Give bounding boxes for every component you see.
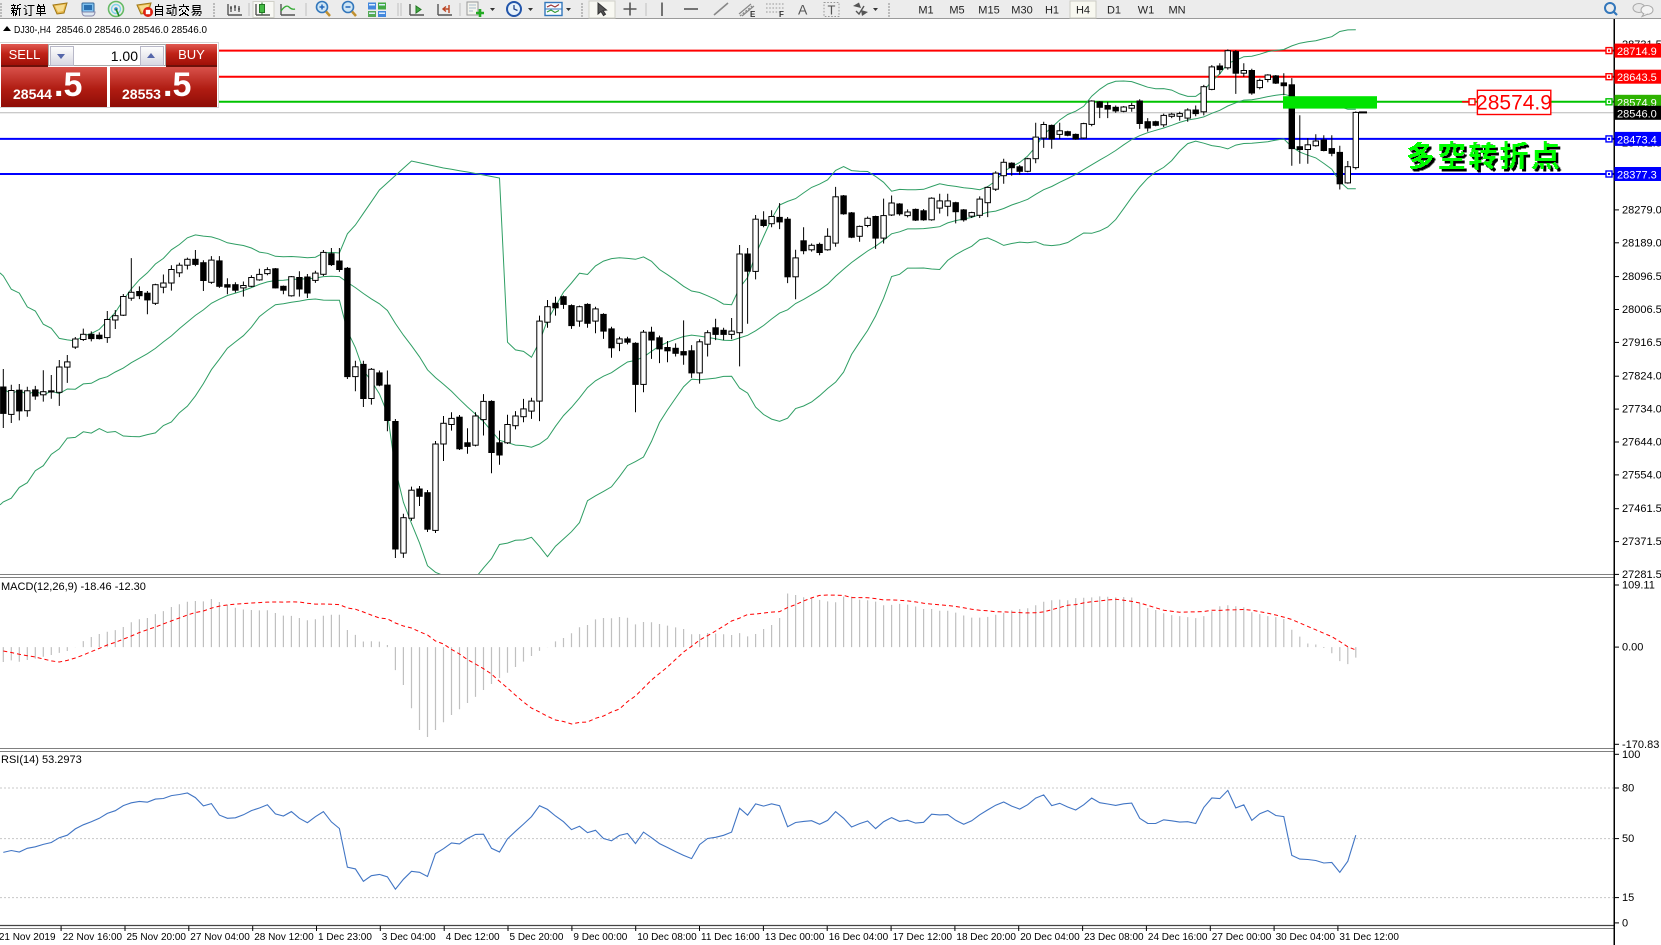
svg-text:25 Nov 20:00: 25 Nov 20:00 [127, 932, 187, 943]
svg-text:28279.0: 28279.0 [1622, 204, 1661, 216]
svg-text:E: E [750, 10, 756, 19]
svg-text:M1: M1 [918, 5, 933, 17]
svg-text:22 Nov 16:00: 22 Nov 16:00 [63, 932, 123, 943]
svg-text:100: 100 [1622, 749, 1640, 761]
svg-text:23 Dec 08:00: 23 Dec 08:00 [1084, 932, 1144, 943]
svg-text:16 Dec 04:00: 16 Dec 04:00 [829, 932, 889, 943]
svg-text:3 Dec 04:00: 3 Dec 04:00 [382, 932, 436, 943]
svg-text:18 Dec 20:00: 18 Dec 20:00 [956, 932, 1016, 943]
svg-text:28 Nov 12:00: 28 Nov 12:00 [254, 932, 314, 943]
svg-text:17 Dec 12:00: 17 Dec 12:00 [893, 932, 953, 943]
svg-text:28714.9: 28714.9 [1617, 46, 1657, 58]
svg-text:A: A [798, 2, 808, 18]
svg-text:0: 0 [1622, 917, 1628, 929]
svg-text:28189.0: 28189.0 [1622, 237, 1661, 249]
svg-text:27 Nov 04:00: 27 Nov 04:00 [190, 932, 250, 943]
svg-text:28574.9: 28574.9 [1476, 92, 1552, 115]
svg-text:24 Dec 16:00: 24 Dec 16:00 [1148, 932, 1208, 943]
svg-text:109.11: 109.11 [1622, 580, 1655, 592]
svg-text:W1: W1 [1138, 5, 1155, 17]
svg-text:0.00: 0.00 [1622, 642, 1643, 654]
svg-text:9 Dec 00:00: 9 Dec 00:00 [573, 932, 627, 943]
svg-text:28006.5: 28006.5 [1622, 304, 1661, 316]
svg-text:RSI(14) 53.2973: RSI(14) 53.2973 [1, 754, 82, 766]
svg-text:27916.5: 27916.5 [1622, 337, 1661, 349]
svg-text:M30: M30 [1011, 5, 1032, 17]
svg-text:15: 15 [1622, 892, 1634, 904]
svg-text:DJ30-,H4: DJ30-,H4 [14, 24, 51, 36]
svg-text:27644.0: 27644.0 [1622, 437, 1661, 449]
svg-text:T: T [828, 3, 836, 18]
svg-text:MACD(12,26,9) -18.46 -12.30: MACD(12,26,9) -18.46 -12.30 [1, 581, 146, 593]
svg-text:27 Dec 00:00: 27 Dec 00:00 [1212, 932, 1272, 943]
svg-text:28546.0 28546.0 28546.0 28546.: 28546.0 28546.0 28546.0 28546.0 [56, 24, 207, 36]
svg-text:13 Dec 00:00: 13 Dec 00:00 [765, 932, 825, 943]
svg-text:28096.5: 28096.5 [1622, 271, 1661, 283]
svg-text:21 Nov 2019: 21 Nov 2019 [0, 932, 56, 943]
svg-text:28473.4: 28473.4 [1617, 134, 1657, 146]
svg-text:27281.5: 27281.5 [1622, 569, 1661, 581]
svg-text:H1: H1 [1045, 5, 1059, 17]
svg-text:27554.0: 27554.0 [1622, 469, 1661, 481]
svg-text:28377.3: 28377.3 [1617, 170, 1657, 182]
svg-text:30 Dec 04:00: 30 Dec 04:00 [1276, 932, 1336, 943]
svg-text:27461.5: 27461.5 [1622, 503, 1661, 515]
svg-text:H4: H4 [1076, 5, 1090, 17]
svg-text:28643.5: 28643.5 [1617, 72, 1657, 84]
svg-text:MN: MN [1168, 5, 1185, 17]
svg-text:F: F [779, 10, 784, 19]
svg-text:20 Dec 04:00: 20 Dec 04:00 [1020, 932, 1080, 943]
svg-text:M5: M5 [949, 5, 964, 17]
svg-text:M15: M15 [978, 5, 999, 17]
svg-text:4 Dec 12:00: 4 Dec 12:00 [446, 932, 500, 943]
svg-text:D1: D1 [1107, 5, 1121, 17]
svg-text:27824.0: 27824.0 [1622, 371, 1661, 383]
svg-text:27734.0: 27734.0 [1622, 404, 1661, 416]
svg-text:-170.83: -170.83 [1622, 739, 1659, 751]
svg-text:31 Dec 12:00: 31 Dec 12:00 [1339, 932, 1399, 943]
svg-text:50: 50 [1622, 833, 1634, 845]
svg-text:80: 80 [1622, 783, 1634, 795]
svg-text:5 Dec 20:00: 5 Dec 20:00 [510, 932, 564, 943]
svg-text:28546.0: 28546.0 [1617, 108, 1657, 120]
svg-text:11 Dec 16:00: 11 Dec 16:00 [701, 932, 760, 943]
svg-text:27371.5: 27371.5 [1622, 536, 1661, 548]
svg-text:1 Dec 23:00: 1 Dec 23:00 [318, 932, 372, 943]
svg-text:10 Dec 08:00: 10 Dec 08:00 [637, 932, 697, 943]
